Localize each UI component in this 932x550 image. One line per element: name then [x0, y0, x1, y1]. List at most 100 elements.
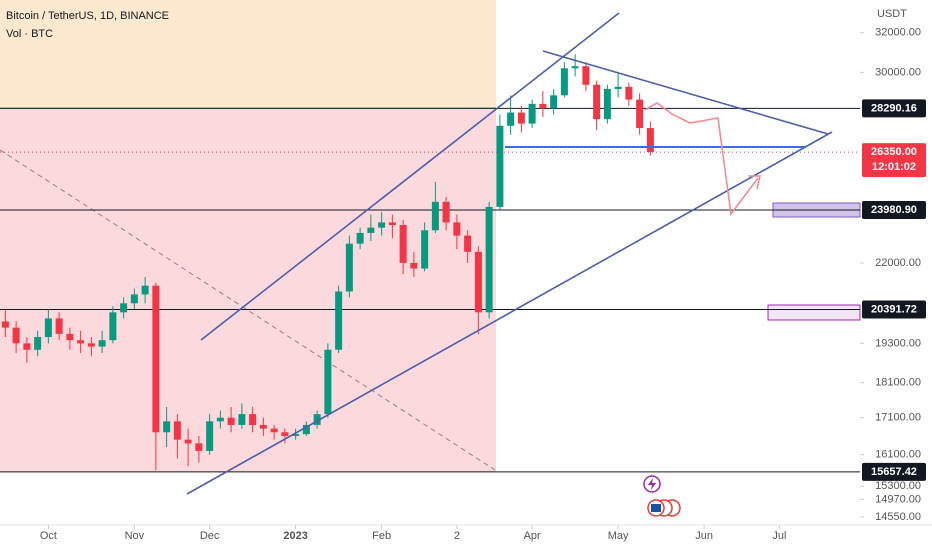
candle-body — [141, 285, 149, 295]
candle-body — [550, 95, 558, 109]
projection-arrow — [748, 175, 762, 190]
candle-body — [163, 421, 171, 433]
level-label: 28290.16 — [871, 102, 917, 114]
candle-body — [249, 414, 257, 425]
y-tick-label: 19300.00 — [875, 337, 921, 349]
last-price-box — [862, 143, 926, 178]
y-tick-label: 18100.00 — [875, 377, 921, 389]
candle-body — [528, 103, 536, 124]
candle-body — [485, 206, 493, 313]
x-tick-label: Nov — [125, 530, 145, 542]
x-tick-label: May — [608, 530, 629, 542]
x-tick-label: Jul — [772, 530, 786, 542]
icon — [651, 504, 661, 512]
candle-body — [442, 201, 450, 223]
x-tick-label: Dec — [200, 530, 220, 542]
candle-body — [77, 340, 85, 344]
candle-body — [34, 337, 42, 350]
candle-body — [195, 443, 203, 451]
candle-body — [216, 417, 224, 422]
level-label-box — [862, 99, 926, 118]
level-label-box — [862, 300, 926, 319]
countdown: 12:01:02 — [872, 161, 916, 173]
candle-body — [464, 235, 472, 252]
candle-body — [582, 66, 590, 85]
candle-body — [23, 343, 31, 350]
zone-box — [767, 304, 861, 321]
candle-body — [55, 318, 63, 334]
projection-path — [644, 102, 759, 217]
y-tick-label: 14550.00 — [875, 511, 921, 523]
level-label: 20391.72 — [871, 303, 917, 315]
candle-body — [517, 112, 525, 124]
y-tick-label: 30000.00 — [875, 66, 921, 78]
subtitle: Vol · BTC — [6, 28, 53, 40]
candle-body — [496, 125, 504, 207]
level-label-box — [862, 200, 926, 219]
level-label: 15657.42 — [871, 466, 917, 478]
candle-body — [636, 99, 644, 129]
candle-body — [614, 86, 622, 89]
candle-body — [302, 424, 310, 435]
y-tick-label: 16100.00 — [875, 449, 921, 461]
candle-body — [388, 222, 396, 226]
last-price-label: 26350.00 — [871, 146, 917, 158]
candle-body — [625, 86, 633, 100]
candle-body — [206, 421, 214, 451]
chart-title: Bitcoin / TetherUS, 1D, BINANCE — [6, 10, 169, 22]
candle-body — [227, 417, 235, 425]
channel-top — [200, 12, 620, 341]
zone-orange — [0, 0, 496, 108]
y-tick-label: 14970.00 — [875, 493, 921, 505]
candle-body — [507, 112, 515, 126]
candle-body — [593, 84, 601, 120]
y-axis-label: USDT — [877, 8, 907, 20]
candle-body — [152, 285, 160, 433]
y-tick-label: 32000.00 — [875, 27, 921, 39]
x-tick-label: Apr — [524, 530, 541, 542]
candle-body — [44, 318, 52, 338]
x-tick-label: Oct — [40, 530, 57, 542]
candle-body — [109, 312, 117, 341]
candle-body — [378, 222, 386, 228]
zone-pink — [0, 108, 496, 472]
x-tick-label: 2 — [454, 530, 460, 542]
candle-body — [453, 222, 461, 236]
candle-body — [367, 227, 375, 233]
candle-body — [130, 294, 138, 304]
candle-body — [399, 225, 407, 263]
candle-body — [281, 432, 289, 436]
candle-body — [120, 303, 128, 313]
x-tick-label: 2023 — [283, 530, 307, 542]
y-tick-label: 15300.00 — [875, 480, 921, 492]
candle-body — [560, 68, 568, 96]
candle-body — [313, 414, 321, 425]
x-tick-label: Feb — [372, 530, 391, 542]
candle-body — [410, 262, 418, 269]
projection — [644, 102, 762, 217]
triangle-top — [542, 50, 829, 135]
candle-body — [603, 88, 611, 120]
candle-body — [539, 103, 547, 109]
candle-body — [292, 434, 300, 436]
icon — [648, 478, 656, 490]
candle-body — [259, 424, 267, 429]
event-icons — [643, 475, 681, 517]
x-tick-label: Jun — [695, 530, 713, 542]
candle-body — [345, 243, 353, 292]
level-label: 23980.90 — [871, 204, 917, 216]
candle-body — [324, 349, 332, 415]
candle-body — [66, 333, 74, 341]
candle-body — [646, 128, 654, 153]
candle-body — [474, 251, 482, 313]
candle-body — [98, 340, 106, 347]
candle-body — [431, 201, 439, 231]
level-label-box — [862, 462, 926, 481]
candle-body — [184, 439, 192, 444]
y-tick-label: 22000.00 — [875, 257, 921, 269]
candle-body — [421, 230, 429, 269]
candle-body — [270, 428, 278, 433]
candle-body — [173, 421, 181, 440]
trend-lines — [186, 12, 833, 495]
